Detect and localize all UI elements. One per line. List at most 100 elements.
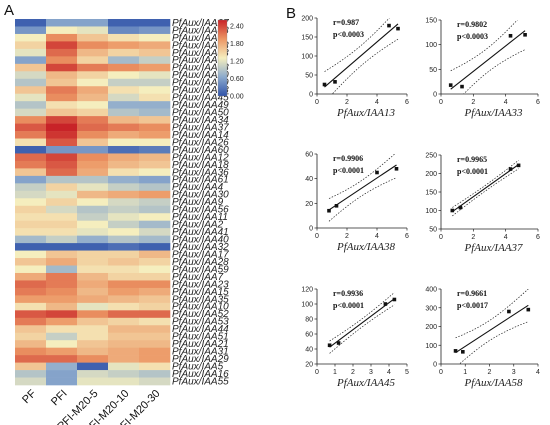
x-tick-label: 2 (351, 369, 355, 376)
regression-line (329, 298, 395, 348)
heatmap-cell (15, 287, 47, 296)
gene-labels: PfAux/IAA27PfAux/IAA48PfAux/IAA8PfAux/IA… (172, 18, 229, 388)
heatmap-cell (139, 272, 171, 281)
heatmap-cell (46, 131, 78, 139)
heatmap-cell (139, 168, 171, 177)
heatmap-cell (46, 243, 78, 251)
confidence-band-upper (324, 18, 390, 72)
data-point (508, 167, 513, 171)
r-value: r=0.9661 (457, 289, 487, 298)
column-label: PFI (49, 388, 70, 409)
heatmap-cell (139, 362, 171, 371)
heatmap-cell (139, 63, 171, 72)
heatmap-cell (139, 302, 171, 311)
heatmap-cell (15, 183, 47, 192)
heatmap-cell (108, 86, 140, 94)
heatmap-cell (77, 93, 109, 102)
heatmap-cell (77, 295, 109, 304)
confidence-band-lower (329, 304, 395, 354)
heatmap-cell (46, 213, 78, 221)
gene-label: PfAux/IAA34 (172, 115, 229, 126)
data-point (394, 167, 399, 171)
heatmap-cell (15, 93, 47, 102)
colorbar: 2.40 1.80 1.20 0.60 0.00 (217, 19, 244, 101)
heatmap-cell (15, 123, 47, 132)
heatmap-cell (15, 250, 47, 259)
x-tick-label: 2 (488, 369, 492, 376)
heatmap-cell (139, 243, 171, 251)
heatmap-cell (46, 205, 78, 214)
heatmap-cell (108, 175, 140, 184)
y-tick-label: 0 (309, 92, 313, 99)
heatmap-cell (46, 108, 78, 117)
heatmap-cell (108, 93, 140, 102)
gene-label: PfAux/IAA11 (172, 212, 228, 223)
heatmap-cell (77, 123, 109, 132)
regression-line (455, 304, 529, 354)
y-tick-label: 200 (425, 324, 437, 331)
x-tick-label: 6 (405, 99, 409, 106)
heatmap-cell (139, 123, 171, 132)
heatmap-cell (15, 33, 47, 42)
gene-label: PfAux/IAA9 (172, 197, 224, 208)
data-point (508, 33, 513, 38)
y-tick-label: 40 (305, 176, 313, 183)
heatmap-cell (139, 250, 171, 259)
heatmap-cell (139, 48, 171, 57)
heatmap-cell (108, 160, 140, 169)
heatmap-cell (108, 138, 140, 147)
confidence-band-upper (329, 292, 395, 342)
gene-label: PfAux/IAA51 (172, 332, 229, 343)
heatmap-cell (108, 63, 140, 72)
heatmap-cell (15, 235, 47, 244)
heatmap-cell (15, 280, 47, 289)
heatmap-cell (139, 41, 171, 50)
y-tick-label: 100 (425, 343, 437, 350)
heatmap-cell (108, 145, 140, 154)
gene-label: PfAux/IAA26 (172, 137, 229, 148)
heatmap-cell (139, 138, 171, 147)
heatmap-cell (139, 370, 171, 378)
heatmap-cell (77, 116, 109, 124)
x-tick-label: 6 (405, 233, 409, 240)
heatmap-cell (46, 325, 78, 334)
heatmap-cell (15, 205, 47, 214)
heatmap-cell (108, 355, 140, 363)
r-value: r=0.987 (333, 18, 359, 27)
heatmap-cell (46, 220, 78, 229)
heatmap-cell (46, 71, 78, 80)
heatmap-cell (77, 41, 109, 50)
heatmap-cell (77, 190, 109, 199)
confidence-band-lower (331, 38, 399, 94)
heatmap-cell (77, 325, 109, 334)
y-tick-label: 0 (433, 362, 437, 369)
heatmap-cell (46, 258, 78, 266)
gene-label: PfAux/IAA35 (172, 294, 229, 305)
colorbar-tick-label: 0.00 (230, 94, 244, 101)
heatmap-cell (108, 48, 140, 57)
heatmap-cell (15, 26, 47, 35)
data-point (461, 350, 465, 354)
data-point (383, 302, 388, 306)
heatmap-cell (77, 175, 109, 184)
heatmap-cell (46, 175, 78, 184)
y-tick-label: 0 (309, 226, 313, 233)
heatmap-cell (46, 362, 78, 371)
colorbar-tick-label: 0.60 (230, 76, 244, 83)
heatmap-cell (139, 19, 171, 27)
gene-label: PfAux/IAA17 (172, 249, 229, 260)
heatmap-cell (139, 235, 171, 244)
data-point (327, 208, 331, 213)
heatmap-cell (139, 265, 171, 274)
x-tick-label: 4 (375, 99, 379, 106)
heatmap-cell (108, 123, 140, 132)
y-tick-label: 50 (305, 73, 313, 80)
heatmap-cell (77, 205, 109, 214)
heatmap-cell (77, 138, 109, 147)
heatmap-cell (108, 287, 140, 296)
heatmap-cell (139, 108, 171, 117)
heatmap-cell (108, 41, 140, 50)
regression-line (450, 30, 526, 90)
x-tick-label: 1 (463, 369, 467, 376)
